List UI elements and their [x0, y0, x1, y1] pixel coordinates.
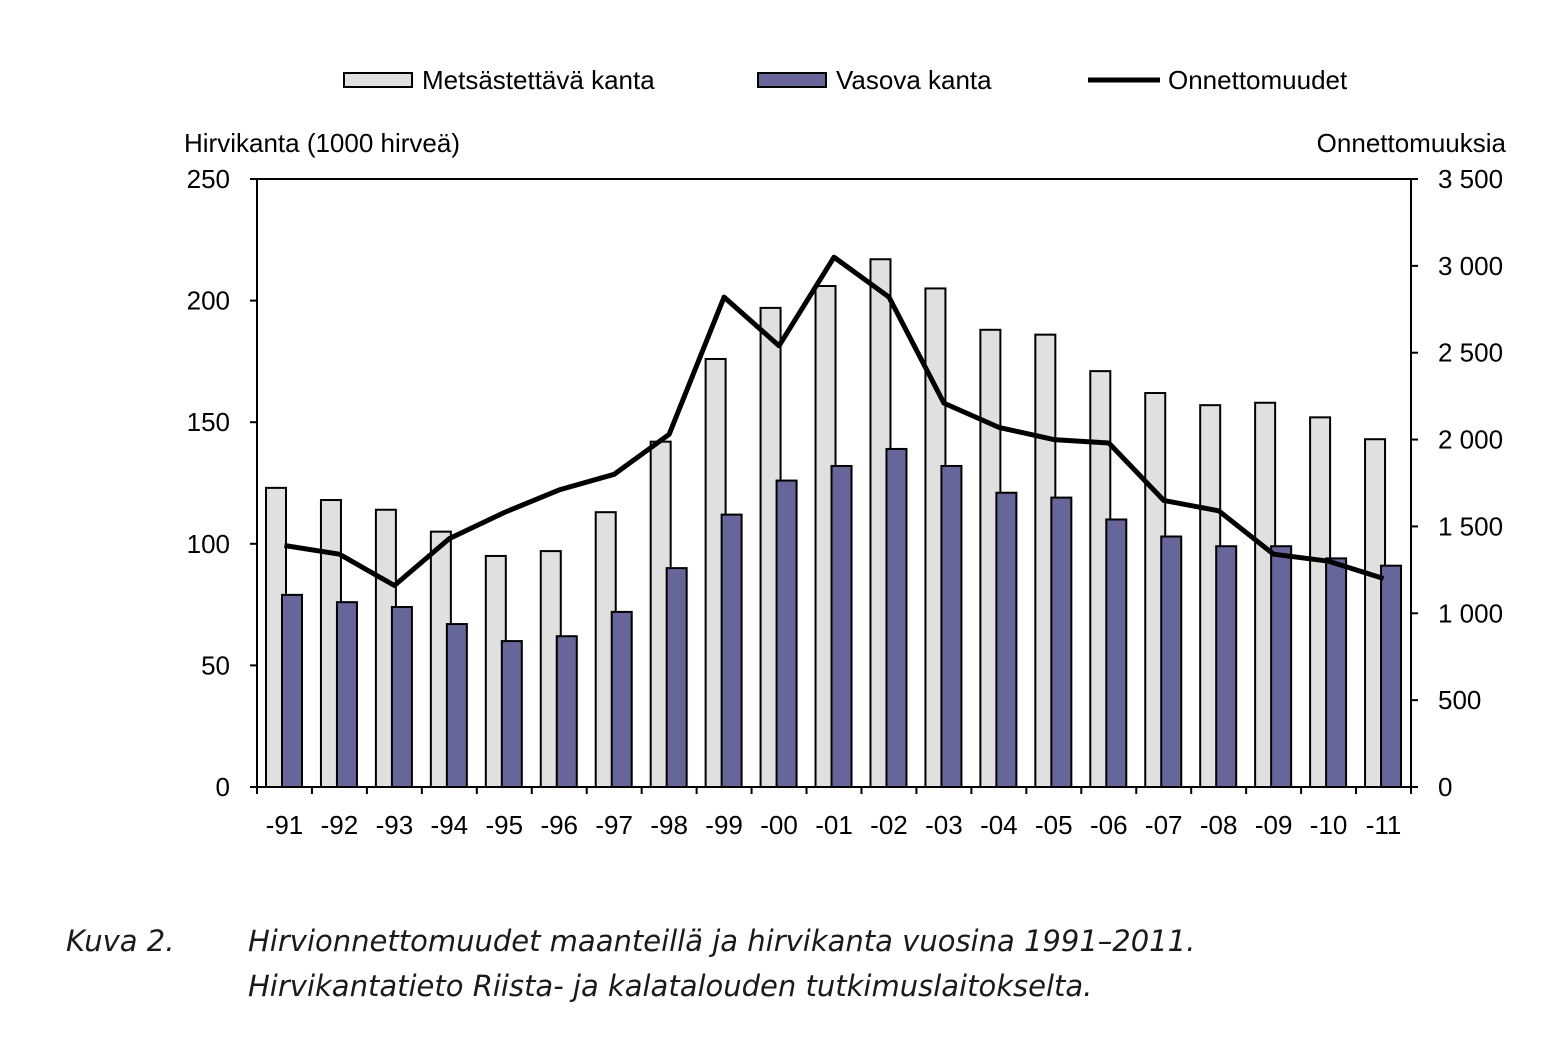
- y-right-tick-label: 2 000: [1438, 425, 1503, 455]
- y-left-tick-label: 250: [187, 164, 230, 194]
- y-axis-right-label: Onnettomuuksia: [1317, 128, 1507, 158]
- figure-caption-line-2: Hirvikantatieto Riista- ja kalatalouden …: [248, 969, 1093, 1003]
- bar-vasova--98: [665, 567, 688, 788]
- legend-swatch-metsastettava: [343, 72, 413, 88]
- bar-vasova--02: [885, 447, 908, 788]
- x-tick-label: -96: [540, 810, 578, 840]
- x-tick-label: -08: [1200, 810, 1238, 840]
- legend-label-metsastettava: Metsästettävä kanta: [422, 65, 655, 95]
- line-onnettomuudet: [284, 254, 1385, 588]
- y-right-tick-label: 500: [1438, 685, 1481, 715]
- bar-vasova--91: [281, 593, 303, 789]
- x-tick-label: -91: [266, 810, 304, 840]
- x-tick-label: -05: [1035, 810, 1073, 840]
- bar-vasova--09: [1270, 545, 1293, 788]
- bar-vasova--95: [500, 640, 523, 789]
- y-left-tick-label: 50: [201, 650, 230, 680]
- bar-vasova--10: [1325, 557, 1348, 789]
- y-left-tick-label: 200: [187, 286, 230, 316]
- bar-vasova--08: [1215, 545, 1238, 788]
- y-axis-left-label: Hirvikanta (1000 hirveä): [184, 128, 460, 158]
- bar-vasova--07: [1160, 535, 1183, 789]
- legend-label-onnettomuudet: Onnettomuudet: [1168, 65, 1348, 95]
- x-tick-label: -04: [980, 810, 1018, 840]
- x-tick-label: -07: [1145, 810, 1183, 840]
- bar-vasova--00: [775, 479, 798, 788]
- bar-vasova--97: [610, 610, 633, 788]
- y-left-tick-label: 0: [216, 772, 230, 802]
- axes-group: 0 50 100 150 200 250 0 500 1 000 1 500 2 000 2 500 3…: [187, 164, 1503, 840]
- y-right-tick-label: 1 500: [1438, 511, 1503, 541]
- x-tick-label: -11: [1366, 810, 1402, 840]
- legend-label-vasova: Vasova kanta: [836, 65, 992, 95]
- bars-group: [265, 258, 1403, 789]
- plot-frame: [256, 178, 1412, 788]
- x-tick-label: -02: [870, 810, 908, 840]
- y-left-tick-label: 150: [187, 407, 230, 437]
- line-group: [284, 254, 1385, 588]
- x-tick-label: -09: [1255, 810, 1293, 840]
- bar-vasova--04: [995, 491, 1018, 788]
- bar-vasova--96: [555, 635, 578, 788]
- y-right-tick-label: 1 000: [1438, 598, 1503, 628]
- x-tick-label: -10: [1310, 810, 1348, 840]
- y-right-tick-label: 0: [1438, 772, 1452, 802]
- y-right-tick-label: 3 500: [1438, 164, 1503, 194]
- x-tick-label: -94: [431, 810, 469, 840]
- legend-swatch-vasova: [757, 72, 827, 88]
- x-tick-label: -97: [595, 810, 633, 840]
- x-tick-label: -99: [705, 810, 743, 840]
- x-tick-label: -03: [925, 810, 963, 840]
- bar-vasova--06: [1105, 518, 1128, 788]
- x-tick-label: -93: [376, 810, 414, 840]
- chart: Metsästettävä kanta Vasova kanta Onnettomu…: [184, 65, 1507, 840]
- y-right-tick-label: 3 000: [1438, 251, 1503, 281]
- x-tick-label: -98: [650, 810, 688, 840]
- x-tick-label: -92: [321, 810, 359, 840]
- bar-vasova--05: [1050, 496, 1073, 788]
- y-left-tick-label: 100: [187, 529, 230, 559]
- x-tick-label: -00: [760, 810, 798, 840]
- bar-vasova--92: [335, 601, 358, 789]
- bar-vasova--93: [390, 606, 413, 788]
- figure-caption-label: Kuva 2.: [66, 924, 175, 958]
- bar-vasova--99: [720, 513, 743, 789]
- legend: Metsästettävä kanta Vasova kanta Onnettomu…: [343, 65, 1348, 95]
- x-tick-label: -01: [815, 810, 853, 840]
- x-tick-label: -06: [1090, 810, 1128, 840]
- y-right-tick-label: 2 500: [1438, 338, 1503, 368]
- figure-caption-line-1: Hirvionnettomuudet maanteillä ja hirvika…: [248, 924, 1196, 958]
- bar-vasova--01: [830, 464, 853, 788]
- bar-vasova--94: [445, 623, 468, 789]
- bar-vasova--03: [940, 464, 963, 788]
- x-tick-label: -95: [485, 810, 523, 840]
- bar-vasova--11: [1380, 564, 1403, 788]
